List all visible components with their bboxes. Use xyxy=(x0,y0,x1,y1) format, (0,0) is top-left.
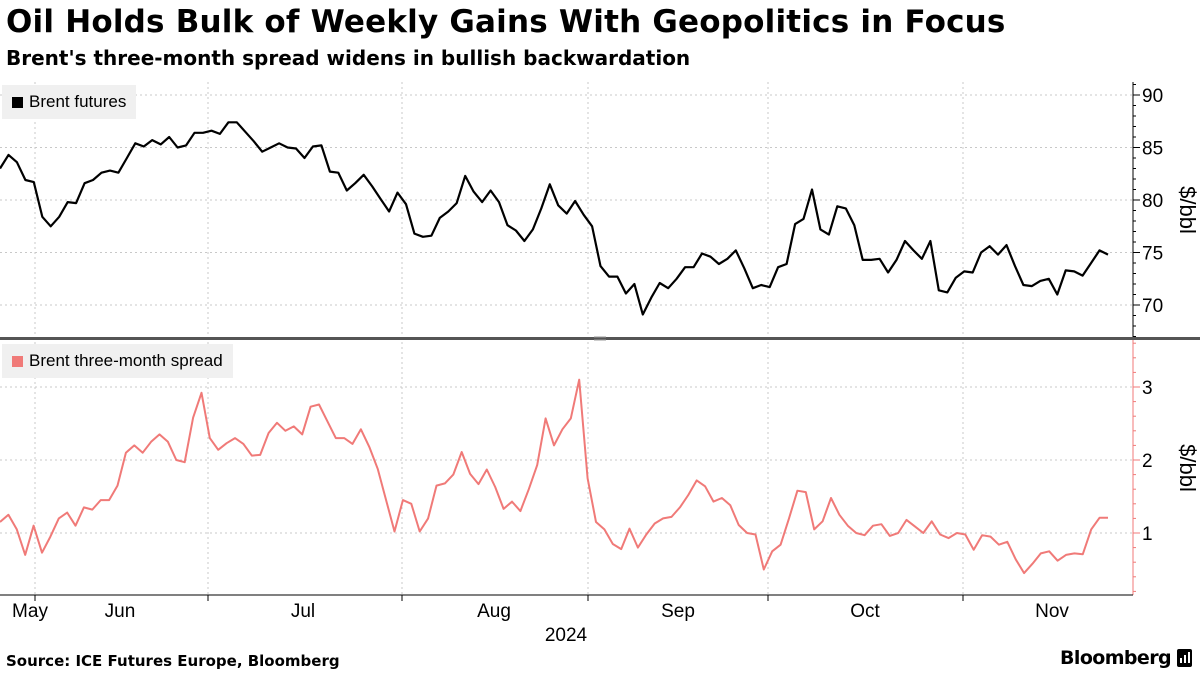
x-tick-label-may: May xyxy=(12,601,48,622)
chart-subtitle: Brent's three-month spread widens in bul… xyxy=(6,46,691,70)
x-tick-label-jun: Jun xyxy=(105,601,136,622)
x-tick-label-jul: Jul xyxy=(291,601,315,622)
futures-y-axis-label: $/bbl xyxy=(1175,186,1200,234)
brand-wordmark: Bloomberg xyxy=(1060,647,1172,669)
x-tick-label-nov: Nov xyxy=(1035,601,1069,622)
futures-y-tick-label-80: 80 xyxy=(1142,191,1163,212)
spread-y-tick-label-2: 2 xyxy=(1142,451,1153,472)
legend-swatch-futures xyxy=(12,96,23,108)
source-note: Source: ICE Futures Europe, Bloomberg xyxy=(6,652,340,670)
x-tick-label-oct: Oct xyxy=(850,601,880,622)
x-tick-label-aug: Aug xyxy=(477,601,511,622)
spread-y-tick-label-1: 1 xyxy=(1142,524,1153,545)
legend-swatch-spread xyxy=(12,355,23,367)
legend-label-spread: Brent three-month spread xyxy=(29,351,223,370)
futures-y-tick-label-70: 70 xyxy=(1142,296,1163,317)
chart-title: Oil Holds Bulk of Weekly Gains With Geop… xyxy=(6,4,1006,40)
legend-brent-spread: Brent three-month spread xyxy=(2,344,233,378)
legend-label-futures: Brent futures xyxy=(29,92,127,111)
futures-y-tick-label-85: 85 xyxy=(1142,139,1163,160)
futures-series-line xyxy=(0,121,1109,316)
bloomberg-logo: Bloomberg xyxy=(1060,647,1192,669)
bloomberg-badge-icon xyxy=(1177,649,1192,667)
futures-y-tick-label-90: 90 xyxy=(1142,86,1163,107)
futures-y-tick-label-75: 75 xyxy=(1142,244,1163,265)
spread-y-axis-label: $/bbl xyxy=(1175,444,1200,492)
spread-y-tick-label-3: 3 xyxy=(1142,378,1153,399)
x-tick-label-sep: Sep xyxy=(661,601,695,622)
x-axis-year-label: 2024 xyxy=(545,625,588,646)
legend-brent-futures: Brent futures xyxy=(2,85,137,119)
spread-series-line xyxy=(0,378,1108,575)
